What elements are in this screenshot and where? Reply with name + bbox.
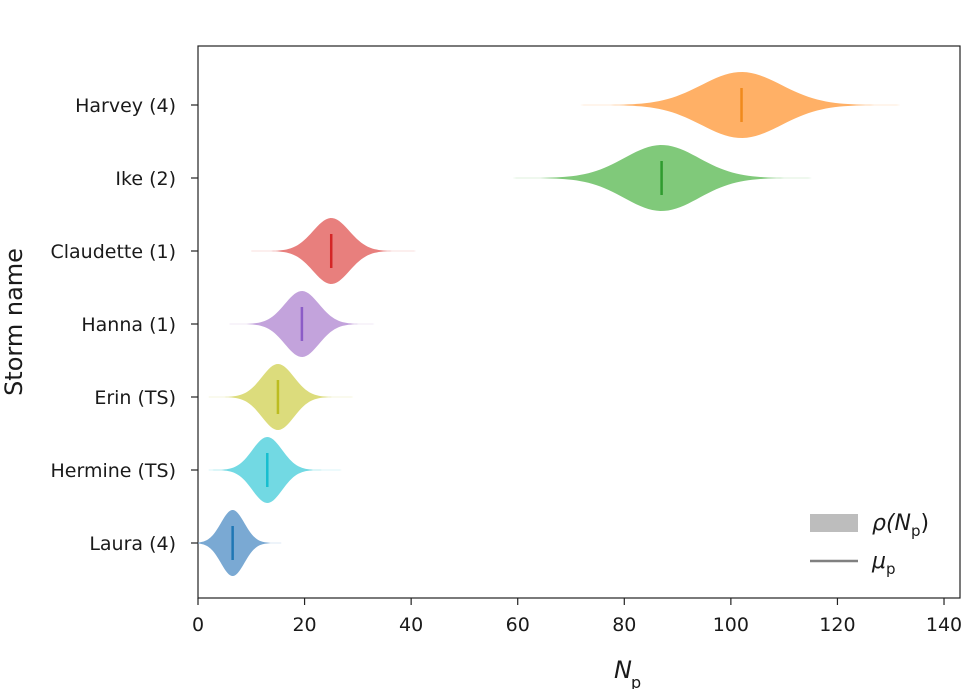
violin-hanna-1	[224, 291, 385, 357]
x-tick-label: 60	[506, 614, 530, 636]
x-tick-label: 140	[926, 614, 962, 636]
y-tick-label-hermine-ts: Hermine (TS)	[50, 460, 176, 482]
y-tick-label-harvey-4: Harvey (4)	[75, 95, 176, 117]
violin-harvey-4	[571, 72, 923, 138]
legend: ρ(Np) μp	[810, 511, 929, 578]
violin-erin-ts	[208, 364, 364, 430]
x-axis: 0 20 40 60 80 100 120 140	[192, 598, 962, 636]
violin-hermine-ts	[208, 437, 353, 503]
x-tick-label: 40	[399, 614, 423, 636]
legend-label-density: ρ(Np)	[872, 511, 929, 540]
y-tick-label-hanna-1: Hanna (1)	[81, 314, 176, 336]
plot-frame	[197, 45, 961, 599]
y-tick-label-claudette-1: Claudette (1)	[50, 241, 176, 263]
x-tick-label: 20	[292, 614, 316, 636]
x-tick-label: 80	[612, 614, 636, 636]
violin-layer	[198, 72, 923, 576]
y-axis-title: Storm name	[0, 248, 28, 396]
y-tick-label-erin-ts: Erin (TS)	[94, 387, 176, 409]
y-tick-label-laura-4: Laura (4)	[89, 533, 176, 555]
x-axis-title-subscript: p	[631, 673, 641, 689]
x-tick-label: 100	[713, 614, 749, 636]
violin-ike-2	[512, 145, 833, 211]
x-axis-title: N	[614, 656, 632, 684]
x-tick-label: 120	[819, 614, 855, 636]
x-tick-label: 0	[192, 614, 204, 636]
legend-swatch-density	[810, 514, 858, 532]
violin-laura-4	[198, 510, 289, 576]
legend-label-mean: μp	[871, 549, 896, 578]
y-axis: Harvey (4) Ike (2) Claudette (1) Hanna (1) E…	[50, 95, 198, 555]
violin-claudette-1	[251, 218, 428, 284]
y-tick-label-ike-2: Ike (2)	[115, 168, 176, 190]
